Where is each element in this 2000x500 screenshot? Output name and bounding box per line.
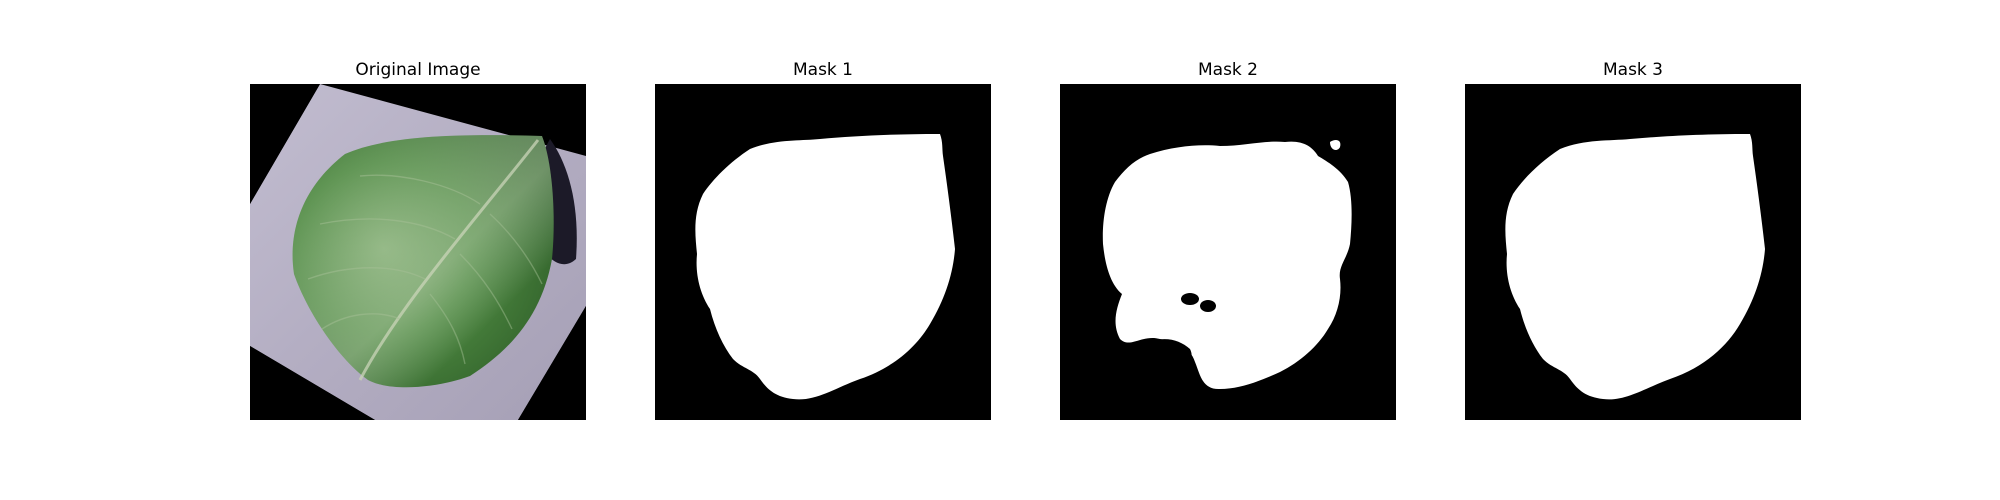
mask-3-panel: Mask 3 <box>1465 58 1801 420</box>
mask-1-title: Mask 1 <box>792 60 853 80</box>
original-image-panel: Original Image <box>250 58 586 420</box>
mask-3-image <box>1465 84 1801 420</box>
mask-2-panel: Mask 2 <box>1060 58 1396 420</box>
mask-2-image <box>1060 84 1396 420</box>
mask-1-image <box>655 84 991 420</box>
mask-1-panel: Mask 1 <box>655 58 991 420</box>
original-image-title: Original Image <box>355 60 481 80</box>
mask-2-title: Mask 2 <box>1197 60 1258 80</box>
mask-3-title: Mask 3 <box>1602 60 1663 80</box>
original-image <box>250 84 586 420</box>
